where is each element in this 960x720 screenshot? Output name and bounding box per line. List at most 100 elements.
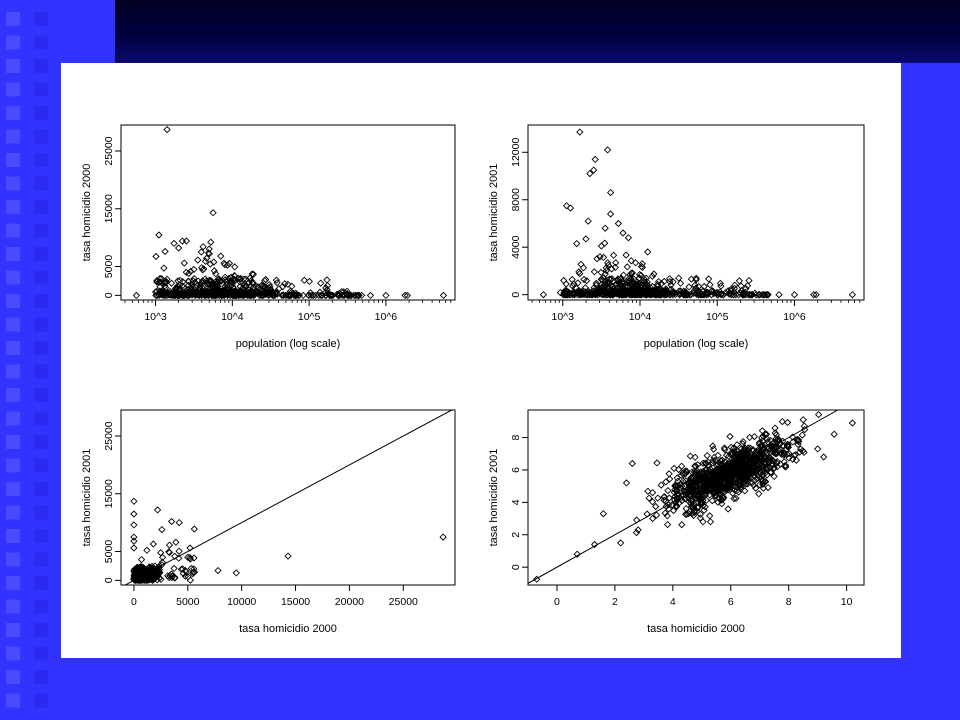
data-point <box>794 440 802 449</box>
decor-square <box>34 106 48 120</box>
data-point <box>201 257 210 265</box>
data-point <box>701 489 710 498</box>
x-axis-title: population (log scale) <box>236 338 341 350</box>
data-point <box>614 219 623 228</box>
data-point <box>151 569 159 578</box>
data-point <box>718 500 726 508</box>
x-tick-label: 10 <box>841 596 853 608</box>
notable-point <box>590 166 598 174</box>
data-point <box>199 243 207 251</box>
data-point <box>695 474 703 482</box>
decor-square <box>34 435 48 449</box>
data-point <box>191 283 199 291</box>
data-point <box>161 247 169 256</box>
data-point <box>605 275 614 283</box>
data-point <box>784 442 792 450</box>
data-point <box>652 511 661 519</box>
data-point <box>747 291 755 299</box>
data-point <box>323 286 331 294</box>
notable-point <box>439 291 448 300</box>
decor-square <box>6 693 20 708</box>
data-point <box>648 514 657 523</box>
data-point <box>176 291 184 300</box>
data-point <box>206 260 214 268</box>
y-tick-label: 8 <box>510 434 522 440</box>
data-point <box>801 425 809 434</box>
decor-square <box>6 670 20 684</box>
data-point <box>149 540 157 548</box>
data-point <box>143 546 151 554</box>
data-point <box>223 281 231 289</box>
data-point <box>666 475 674 483</box>
decor-square <box>34 341 48 355</box>
data-point <box>720 444 729 452</box>
data-point <box>779 448 788 457</box>
data-point <box>155 231 163 239</box>
data-point <box>771 424 779 432</box>
decor-square <box>34 129 48 144</box>
data-point <box>681 495 689 503</box>
data-point <box>161 282 169 290</box>
data-point <box>748 479 756 487</box>
notable-point <box>628 459 636 468</box>
data-point <box>706 512 714 520</box>
x-axis-title: tasa homicidio 2000 <box>647 623 745 635</box>
data-point <box>701 459 709 467</box>
data-point <box>335 291 343 300</box>
data-point <box>780 458 788 466</box>
data-point <box>709 442 717 450</box>
data-point <box>585 291 594 299</box>
data-point <box>653 459 661 467</box>
data-point <box>775 291 783 299</box>
data-point <box>130 510 138 518</box>
decor-square <box>34 364 48 379</box>
data-point <box>186 553 194 562</box>
x-tick-label: 15000 <box>281 596 310 608</box>
data-point <box>606 210 615 218</box>
data-point <box>185 269 193 278</box>
data-point <box>244 279 252 288</box>
x-tick-label: 10^5 <box>298 311 321 323</box>
data-point <box>691 486 699 495</box>
data-point <box>130 537 138 545</box>
data-point <box>130 533 138 541</box>
data-point <box>221 273 229 281</box>
data-point <box>601 277 610 285</box>
x-tick-label: 10^3 <box>552 311 575 323</box>
notable-point <box>209 209 217 217</box>
data-point <box>602 264 610 272</box>
data-point <box>759 480 768 488</box>
data-point <box>568 275 576 284</box>
data-point <box>760 478 769 486</box>
data-point <box>147 573 155 582</box>
data-point <box>650 270 658 278</box>
data-point <box>665 470 673 478</box>
data-point <box>576 269 584 278</box>
y-tick-label: 0 <box>510 292 522 298</box>
data-point <box>754 465 763 473</box>
decor-square <box>34 82 48 97</box>
data-point <box>711 480 719 488</box>
notable-point <box>591 155 599 164</box>
x-tick-label: 10^4 <box>629 311 652 323</box>
data-point <box>594 291 602 299</box>
data-point <box>759 477 767 485</box>
data-point <box>724 505 732 513</box>
data-point <box>680 487 688 496</box>
decor-square <box>34 482 48 496</box>
data-point <box>612 280 620 289</box>
data-point <box>570 280 578 288</box>
data-point <box>231 263 239 271</box>
data-point <box>626 270 634 279</box>
data-point <box>790 291 799 299</box>
decor-square <box>6 12 20 26</box>
decor-square <box>6 82 20 97</box>
data-point <box>760 459 768 467</box>
scatter-plot-1: 10^3 10^4 10^5 10^6 0 5000 15000 25000 populatio… <box>81 124 456 350</box>
notable-point <box>439 533 447 541</box>
decor-square <box>6 411 20 426</box>
y-tick-label: 4000 <box>510 235 522 259</box>
data-point <box>776 460 785 468</box>
data-point <box>597 281 605 289</box>
y-tick-label: 25000 <box>103 136 115 165</box>
